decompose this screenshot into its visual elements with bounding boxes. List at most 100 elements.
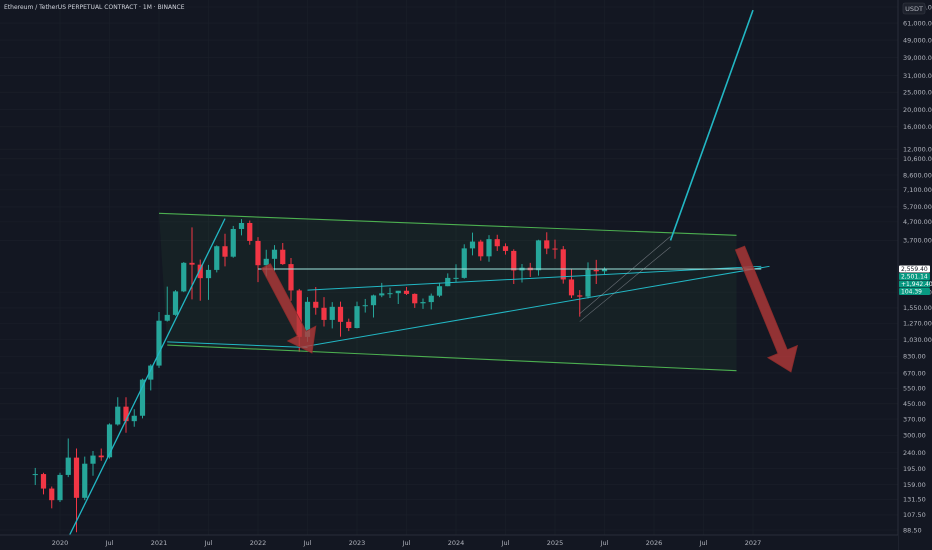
price-tag-label: 2,559.40 [901,266,928,273]
candle-body [379,293,384,295]
y-tick-label: 3,700.00 [903,237,932,245]
candle-body [321,308,326,320]
x-tick-label: Jul [402,539,411,547]
price-tag: +1,942.40% [899,281,932,289]
candle-body [387,293,392,294]
candle[interactable] [181,262,186,292]
y-tick-label: 240.00 [903,449,926,457]
candle-body [594,270,599,271]
candle[interactable] [561,246,566,284]
price-tag-label: 104.39 [901,289,922,296]
candle-body [470,242,475,249]
candle[interactable] [57,473,62,502]
drawings-back [159,213,737,370]
y-tick-label: 830.00 [903,353,926,361]
price-tag: 2,501.14 [899,273,930,281]
candle-body [214,246,219,270]
candle-body [165,315,170,321]
candle-body [503,246,508,251]
y-tick-label: 195.00 [903,465,926,473]
candle-body [313,302,318,308]
candle-body [363,305,368,306]
candle-body [107,424,112,457]
candle-body [396,291,401,293]
candle[interactable] [173,290,178,316]
candle-body [288,264,293,290]
y-tick-label: 20,000.00 [903,106,932,114]
candle-body [404,291,409,294]
y-tick-label: 16,000.00 [903,123,932,131]
y-tick-label: 550.00 [903,385,926,393]
x-tick-label: 2026 [646,539,663,547]
x-tick-label: Jul [303,539,312,547]
price-tag-label: +1,942.40% [901,281,932,288]
candle-body [338,307,343,322]
candle-body [49,489,54,501]
candle-body [247,223,252,241]
candle-body [429,296,434,302]
y-tick-label: 7,100.00 [903,186,932,194]
candle-body [272,250,277,259]
y-tick-label: 670.00 [903,369,926,377]
candle-body [437,286,442,295]
candle-body [330,307,335,320]
y-tick-label: 12,000.00 [903,145,932,153]
candle-body [346,322,351,328]
candle-body [371,295,376,305]
candle-body [264,259,269,265]
chart-title: Ethereum / TetherUS PERPETUAL CONTRACT ·… [4,4,185,11]
candle-body [82,464,87,498]
x-tick-label: 2020 [52,539,69,547]
candle-body [99,456,104,458]
candle-body [561,249,566,279]
y-tick-label: 4,700.00 [903,218,932,226]
candle-body [420,302,425,303]
candle-body [74,458,79,498]
y-tick-label: 131.50 [903,496,926,504]
y-tick-label: 370.00 [903,415,926,423]
y-tick-label: 49,000.00 [903,36,932,44]
time-axis[interactable]: 2020 Jul 2021 Jul 2022 Jul 2023 Jul 2024 Jul 2025 J… [52,539,762,547]
y-tick-label: 1,030.00 [903,336,932,344]
y-tick-label: 39,000.00 [903,54,932,62]
candle-body [181,263,186,292]
candle[interactable] [462,244,467,278]
y-tick-label: 10,600.00 [903,155,932,163]
x-tick-label: 2025 [547,539,564,547]
candle-body [577,295,582,296]
currency-label[interactable]: USDT [905,5,923,13]
y-tick-label: 107.50 [903,511,926,519]
x-tick-label: 2024 [448,539,465,547]
y-tick-label: 8,600.00 [903,171,932,179]
y-tick-label: 300.00 [903,432,926,440]
x-tick-label: Jul [699,539,708,547]
candle-body [445,278,450,286]
candle-body [57,475,62,500]
candle-body [90,456,95,464]
candle-body [552,249,557,250]
candle-body [156,321,161,366]
y-tick-label: 61,000.00 [903,19,932,27]
candle-body [66,458,71,475]
candle-body [453,278,458,279]
candle[interactable] [231,226,236,258]
y-tick-label: 450.00 [903,400,926,408]
y-tick-label: 1,270.00 [903,320,932,328]
price-tag-label: 2,501.14 [901,274,928,281]
candle[interactable] [140,379,145,419]
candle-body [231,229,236,257]
y-tick-label: 31,000.00 [903,72,932,80]
candle-body [222,246,227,256]
candle-body [41,474,46,488]
y-tick-label: 159.00 [903,481,926,489]
candle-body [189,263,194,265]
candle-body [255,241,260,265]
y-tick-label: 5,700.00 [903,203,932,211]
candle-body [412,294,417,303]
candle[interactable] [214,245,219,272]
price-tag: 104.39 [899,288,930,296]
candle-body [115,407,120,425]
candle-body [140,380,145,416]
